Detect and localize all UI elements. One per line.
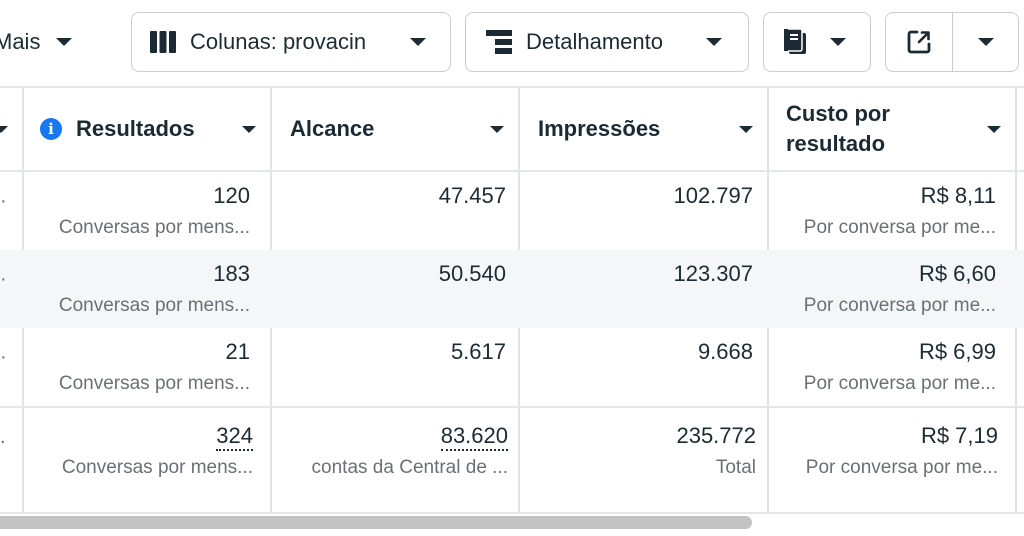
table-total-row: . 324 Conversas por mens... 83.620 conta… — [0, 406, 1024, 514]
export-button[interactable] — [886, 13, 953, 71]
export-button-group — [885, 12, 1019, 72]
breakdown-label: Detalhamento — [526, 29, 663, 54]
cell-alcance: 47.457 — [438, 183, 506, 208]
chevron-down-icon — [706, 38, 722, 46]
reports-icon — [782, 28, 810, 56]
breakdown-icon — [486, 30, 512, 54]
export-icon — [906, 29, 932, 55]
total-alcance-value[interactable]: 83.620 — [440, 423, 508, 451]
total-resultados: 324 Conversas por mens... — [61, 423, 253, 478]
cell-custo: R$ 6,99 Por conversa por me... — [803, 339, 996, 394]
total-alcance: 83.620 contas da Central de ... — [311, 423, 508, 478]
cell-resultados: 120 Conversas por mens... — [58, 183, 250, 238]
truncated-cell: · — [0, 346, 7, 368]
header-custo[interactable]: Custo por resultado — [769, 88, 1015, 170]
total-custo: R$ 7,19 Por conversa por me... — [805, 423, 998, 478]
horizontal-scrollbar-thumb[interactable] — [0, 516, 752, 529]
sort-caret-icon[interactable] — [987, 126, 1001, 133]
breakdown-button[interactable]: Detalhamento — [465, 12, 749, 72]
columns-icon — [150, 31, 176, 53]
header-prev-column[interactable] — [0, 88, 22, 170]
reports-button[interactable] — [763, 12, 871, 72]
export-options-dropdown[interactable] — [953, 13, 1018, 71]
cell-impressoes: 123.307 — [673, 261, 753, 286]
total-impressoes: 235.772 Total — [676, 423, 756, 478]
cell-custo: R$ 8,11 Por conversa por me... — [803, 183, 996, 238]
sort-caret-icon[interactable] — [739, 126, 753, 133]
columns-button[interactable]: Colunas: provacin — [131, 12, 451, 72]
header-impressoes[interactable]: Impressões — [520, 88, 767, 170]
chevron-down-icon — [977, 38, 994, 46]
header-label: Custo por resultado — [786, 101, 890, 156]
header-alcance[interactable]: Alcance — [272, 88, 518, 170]
sort-caret-icon[interactable] — [490, 126, 504, 133]
table-row[interactable]: · 120 Conversas por mens... 47.457 102.7… — [0, 172, 1024, 250]
cell-alcance: 5.617 — [450, 339, 506, 364]
table-row[interactable]: · 21 Conversas por mens... 5.617 9.668 R… — [0, 328, 1024, 406]
chevron-down-icon — [410, 38, 426, 46]
cell-alcance: 50.540 — [438, 261, 506, 286]
header-label: Impressões — [538, 116, 661, 141]
toolbar: Mais Colunas: provacin — [0, 0, 1024, 86]
header-label: Resultados — [76, 116, 195, 141]
total-resultados-value[interactable]: 324 — [216, 423, 253, 451]
header-resultados[interactable]: i Resultados — [24, 88, 270, 170]
columns-label: Colunas: provacin — [190, 29, 367, 54]
header-label: Alcance — [290, 116, 375, 141]
table-row[interactable]: · 183 Conversas por mens... 50.540 123.3… — [0, 250, 1024, 328]
truncated-cell: . — [0, 426, 6, 448]
header-divider — [0, 170, 1024, 172]
info-icon[interactable]: i — [40, 118, 62, 140]
results-table: i Resultados Alcance Impressões Custo po… — [0, 86, 1024, 512]
cell-custo: R$ 6,60 Por conversa por me... — [803, 261, 996, 316]
cell-impressoes: 9.668 — [697, 339, 753, 364]
cell-impressoes: 102.797 — [673, 183, 753, 208]
cell-resultados: 183 Conversas por mens... — [58, 261, 250, 316]
sort-caret-icon[interactable] — [242, 126, 256, 133]
chevron-down-icon — [830, 38, 846, 46]
cell-resultados: 21 Conversas por mens... — [58, 339, 250, 394]
more-dropdown[interactable]: Mais — [0, 22, 73, 62]
chevron-down-icon — [56, 38, 73, 46]
truncated-cell: · — [0, 190, 7, 212]
truncated-cell: · — [0, 268, 7, 290]
sort-caret-icon[interactable] — [0, 126, 8, 133]
more-label: Mais — [0, 29, 41, 54]
